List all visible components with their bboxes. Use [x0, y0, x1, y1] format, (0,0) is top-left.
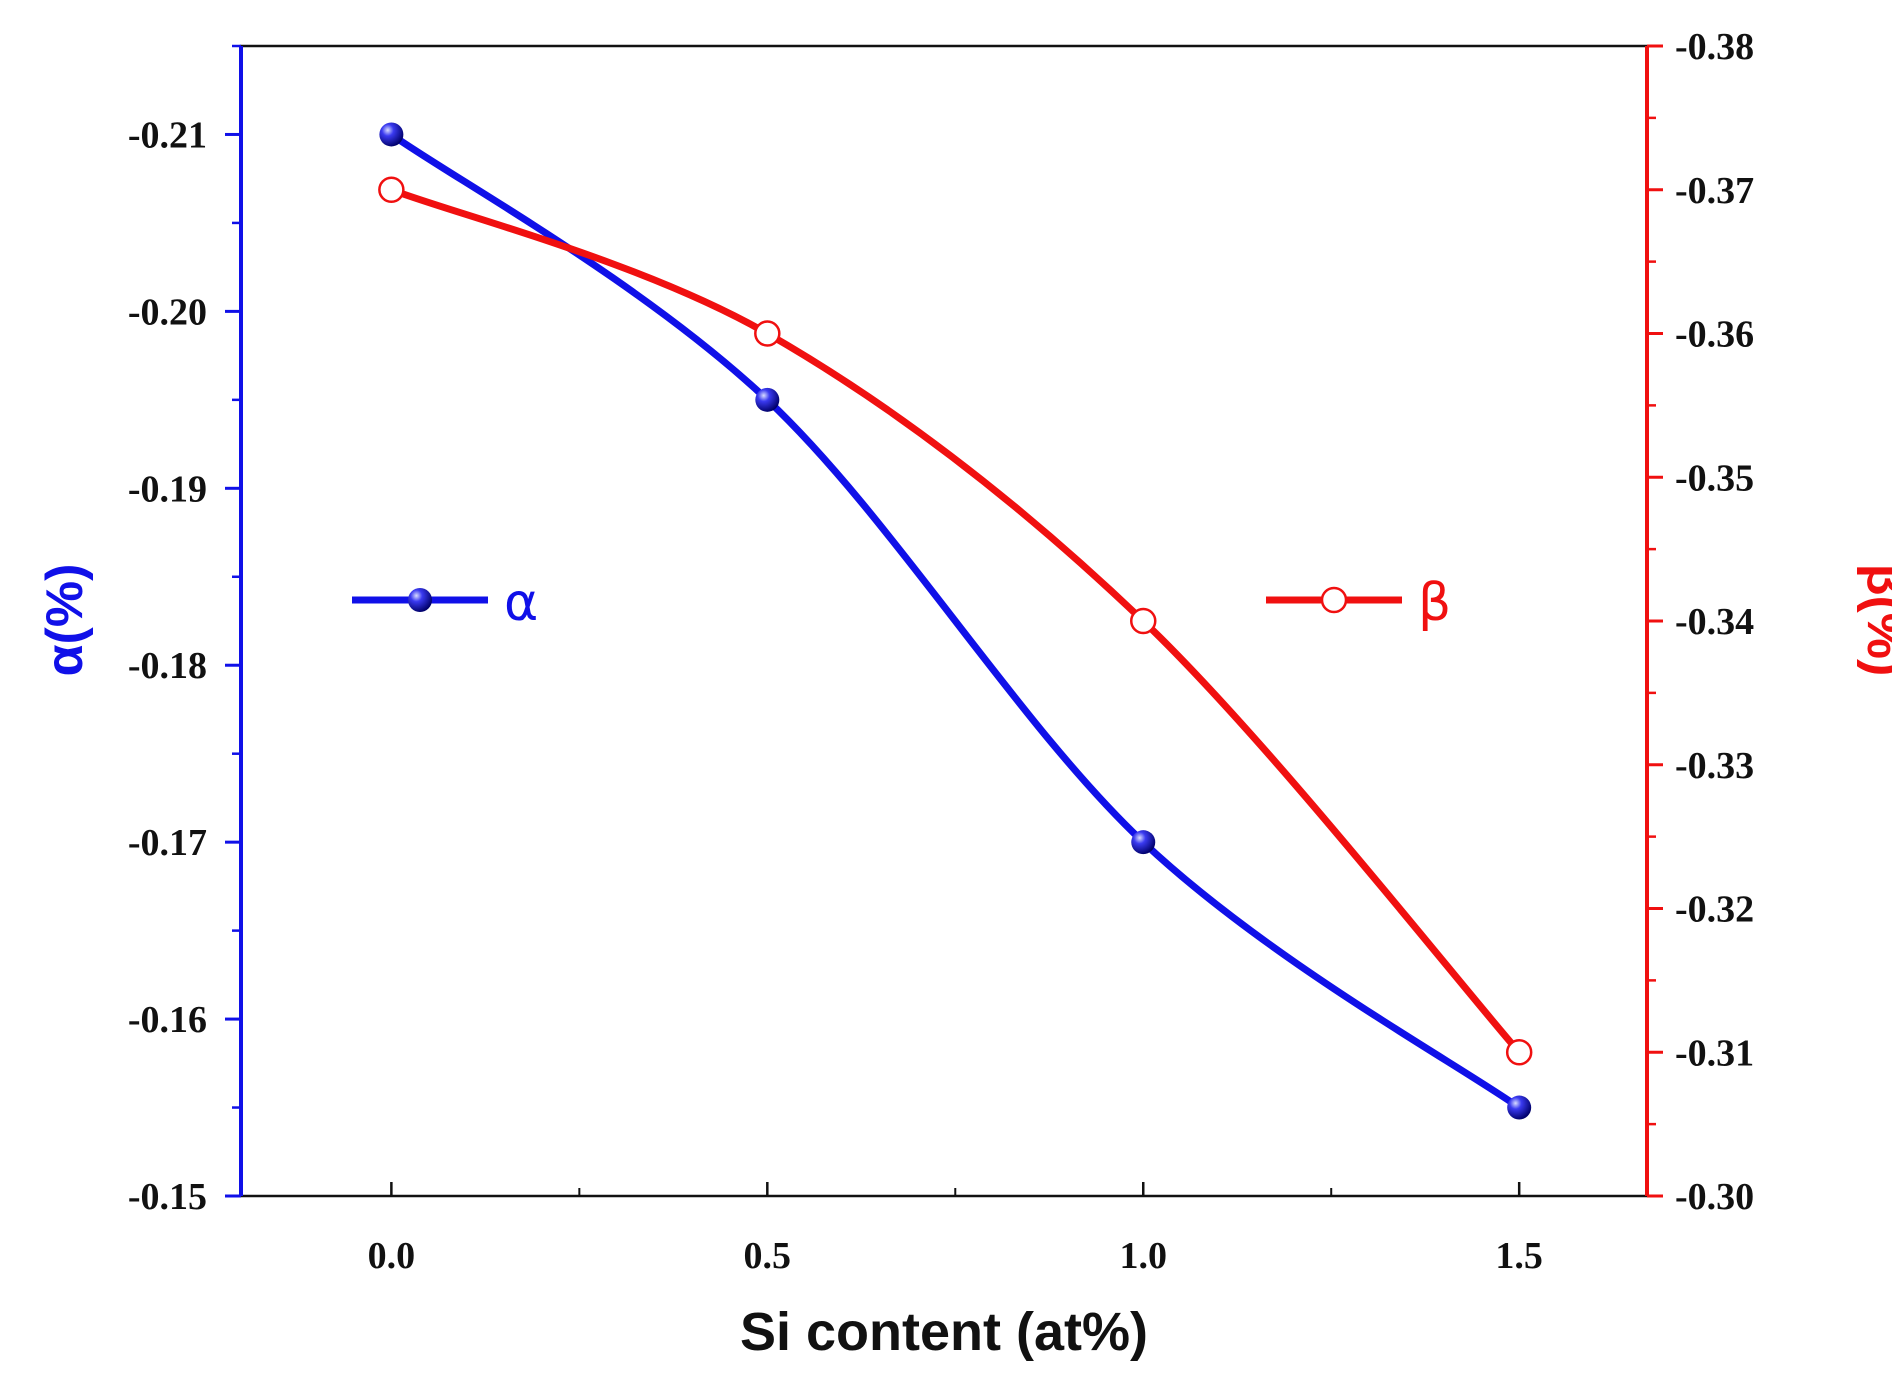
right-y-tick-label: -0.38 — [1675, 26, 1754, 68]
left-y-tick-label: -0.18 — [128, 645, 207, 687]
series-beta-point — [1129, 607, 1157, 635]
right-y-tick-label: -0.30 — [1675, 1176, 1754, 1218]
x-axis-ticks: 0.0 0.5 1.0 1.5 — [368, 1182, 1543, 1277]
legend-beta-marker — [1320, 586, 1348, 614]
right-y-tick-label: -0.32 — [1675, 889, 1754, 931]
series-alpha-point — [379, 122, 404, 147]
right-y-tick-label: -0.35 — [1675, 457, 1754, 499]
left-y-tick-label: -0.19 — [128, 468, 207, 510]
left-y-tick-label: -0.15 — [128, 1176, 207, 1218]
series-alpha-point — [755, 387, 780, 412]
series-alpha-point — [1507, 1095, 1532, 1120]
right-y-axis-ticks: -0.38 -0.37 -0.36 -0.35 -0.34 -0.33 -0.32 -0.31… — [1647, 26, 1754, 1218]
legend-alpha-marker — [408, 588, 432, 612]
legend-beta-label: β — [1418, 573, 1451, 633]
left-y-tick-label: -0.16 — [128, 999, 207, 1041]
right-y-tick-label: -0.36 — [1675, 314, 1754, 356]
right-y-tick-label: -0.31 — [1675, 1032, 1754, 1074]
right-y-tick-label: -0.33 — [1675, 745, 1754, 787]
left-y-tick-label: -0.17 — [128, 822, 207, 864]
legend-alpha: α — [352, 573, 538, 633]
left-y-axis-ticks: -0.21 -0.20 -0.19 -0.18 -0.17 -0.16 -0.15 — [128, 44, 241, 1218]
series-beta-point — [1505, 1039, 1533, 1066]
left-y-axis-title: α(%) — [36, 564, 94, 677]
x-tick-label: 1.5 — [1495, 1235, 1543, 1277]
series-beta-point — [754, 320, 781, 347]
right-y-axis-title: β(%) — [1856, 564, 1892, 677]
x-tick-label: 0.5 — [744, 1235, 792, 1277]
x-tick-label: 0.0 — [368, 1235, 416, 1277]
left-y-tick-label: -0.21 — [128, 114, 207, 156]
x-axis-title: Si content (at%) — [740, 1302, 1148, 1362]
series-beta-point — [378, 176, 405, 203]
legend-beta: β — [1266, 573, 1451, 633]
series-alpha-line — [389, 131, 1522, 1111]
legend-alpha-label: α — [504, 573, 538, 633]
right-y-tick-label: -0.34 — [1675, 601, 1754, 643]
series-beta-line — [390, 186, 1522, 1055]
series-alpha-point — [1131, 830, 1156, 855]
right-y-tick-label: -0.37 — [1675, 170, 1754, 212]
series-layer — [378, 122, 1533, 1120]
x-tick-label: 1.0 — [1119, 1235, 1167, 1277]
left-y-tick-label: -0.20 — [128, 291, 207, 333]
